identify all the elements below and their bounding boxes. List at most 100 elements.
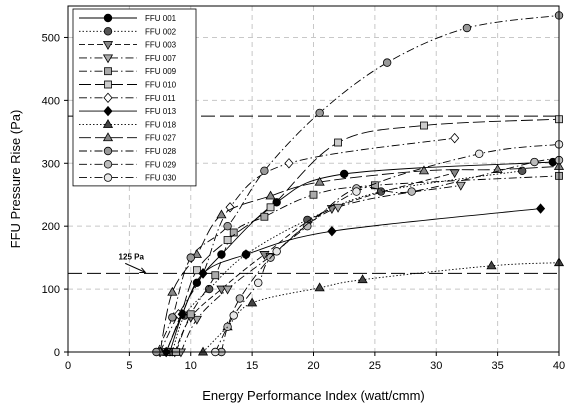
data-point	[222, 285, 233, 295]
legend-label: FFU 029	[145, 160, 177, 169]
data-point	[339, 169, 349, 179]
reference-arrow-head	[139, 267, 147, 274]
legend-entry: FFU 003	[79, 41, 177, 51]
legend-marker	[102, 118, 114, 128]
series-ffu-002	[168, 166, 527, 357]
data-point	[217, 250, 226, 259]
data-point	[186, 253, 195, 262]
series-line	[159, 165, 560, 353]
legend-label: FFU 011	[145, 94, 176, 103]
legend-entry: FFU 007	[79, 54, 177, 64]
series-line	[214, 143, 560, 353]
data-point	[314, 282, 325, 292]
x-tick-label: 30	[430, 360, 442, 372]
data-point	[492, 164, 503, 174]
data-point	[225, 202, 235, 213]
data-point	[334, 138, 342, 147]
legend-entry: FFU 027	[79, 132, 177, 143]
data-point	[382, 58, 392, 67]
data-point	[192, 266, 201, 275]
legend-entry: FFU 002	[79, 27, 177, 36]
data-point	[204, 284, 214, 294]
reference-line-label: 125 Pa	[119, 252, 145, 261]
data-point	[266, 203, 275, 212]
y-tick-label: 300	[42, 158, 60, 170]
legend-entry: FFU 001	[79, 13, 177, 23]
data-point	[229, 311, 238, 320]
legend-marker	[102, 41, 114, 51]
series-line	[202, 262, 560, 353]
data-point	[449, 169, 460, 179]
data-point	[235, 294, 245, 303]
legend-marker	[103, 146, 113, 156]
x-tick-label: 5	[126, 360, 132, 372]
legend-label: FFU 007	[145, 54, 177, 63]
data-point	[167, 286, 178, 296]
series-ffu-028	[152, 11, 564, 357]
series-ffu-010	[162, 115, 563, 356]
x-tick-label: 40	[553, 360, 565, 372]
data-point	[197, 346, 209, 356]
data-point	[191, 315, 202, 325]
legend-marker	[104, 67, 112, 76]
data-point	[247, 297, 258, 307]
legend-label: FFU 001	[145, 14, 177, 23]
y-tick-label: 100	[42, 284, 60, 296]
data-point	[260, 166, 269, 176]
series-ffu-018	[197, 257, 565, 356]
data-point	[284, 158, 294, 169]
series-ffu-029	[217, 155, 564, 357]
data-point	[177, 309, 187, 320]
series-line	[165, 118, 560, 353]
legend-marker	[103, 173, 113, 182]
legend-label: FFU 013	[145, 107, 177, 116]
x-tick-label: 0	[65, 360, 71, 372]
legend-marker	[104, 80, 112, 89]
legend-entry: FFU 030	[79, 173, 177, 183]
y-axis-title: FFU Pressure Rise (Pa)	[8, 110, 23, 249]
data-point	[352, 187, 361, 196]
data-point	[455, 181, 466, 191]
series-line	[165, 208, 541, 353]
legend-marker	[103, 27, 113, 36]
legend-marker	[103, 92, 113, 104]
legend-entry: FFU 011	[79, 92, 176, 104]
legend-entry: FFU 009	[79, 67, 177, 76]
data-point	[420, 121, 428, 130]
data-point	[327, 226, 337, 237]
series-line	[155, 14, 560, 353]
data-point	[216, 285, 227, 295]
legend-label: FFU 030	[145, 174, 177, 183]
y-tick-label: 200	[42, 221, 60, 233]
data-point	[168, 313, 177, 322]
legend-entry: FFU 010	[79, 81, 177, 90]
data-point	[475, 149, 484, 159]
data-point	[216, 209, 227, 219]
data-point	[223, 236, 232, 244]
data-point	[407, 187, 416, 196]
data-point	[462, 23, 472, 33]
data-point	[314, 176, 325, 186]
legend-marker	[103, 13, 113, 23]
y-tick-label: 400	[42, 95, 60, 107]
x-tick-label: 20	[307, 360, 319, 372]
data-point	[536, 203, 546, 214]
legend: FFU 001 FFU 002 FFU 003 FFU 007 FFU 009 FFU 0…	[72, 8, 197, 187]
data-point	[332, 203, 344, 213]
legend-marker	[103, 105, 113, 117]
data-point	[260, 212, 269, 221]
data-point	[357, 274, 368, 284]
data-point	[517, 166, 527, 176]
data-point	[315, 108, 324, 118]
legend-marker	[102, 54, 114, 64]
legend-entry: FFU 029	[79, 160, 177, 169]
data-point	[229, 228, 238, 237]
data-point	[486, 260, 497, 270]
data-point	[211, 271, 220, 280]
series-line	[159, 137, 455, 353]
data-point	[309, 190, 318, 199]
data-point	[223, 221, 232, 231]
data-point	[241, 249, 251, 260]
